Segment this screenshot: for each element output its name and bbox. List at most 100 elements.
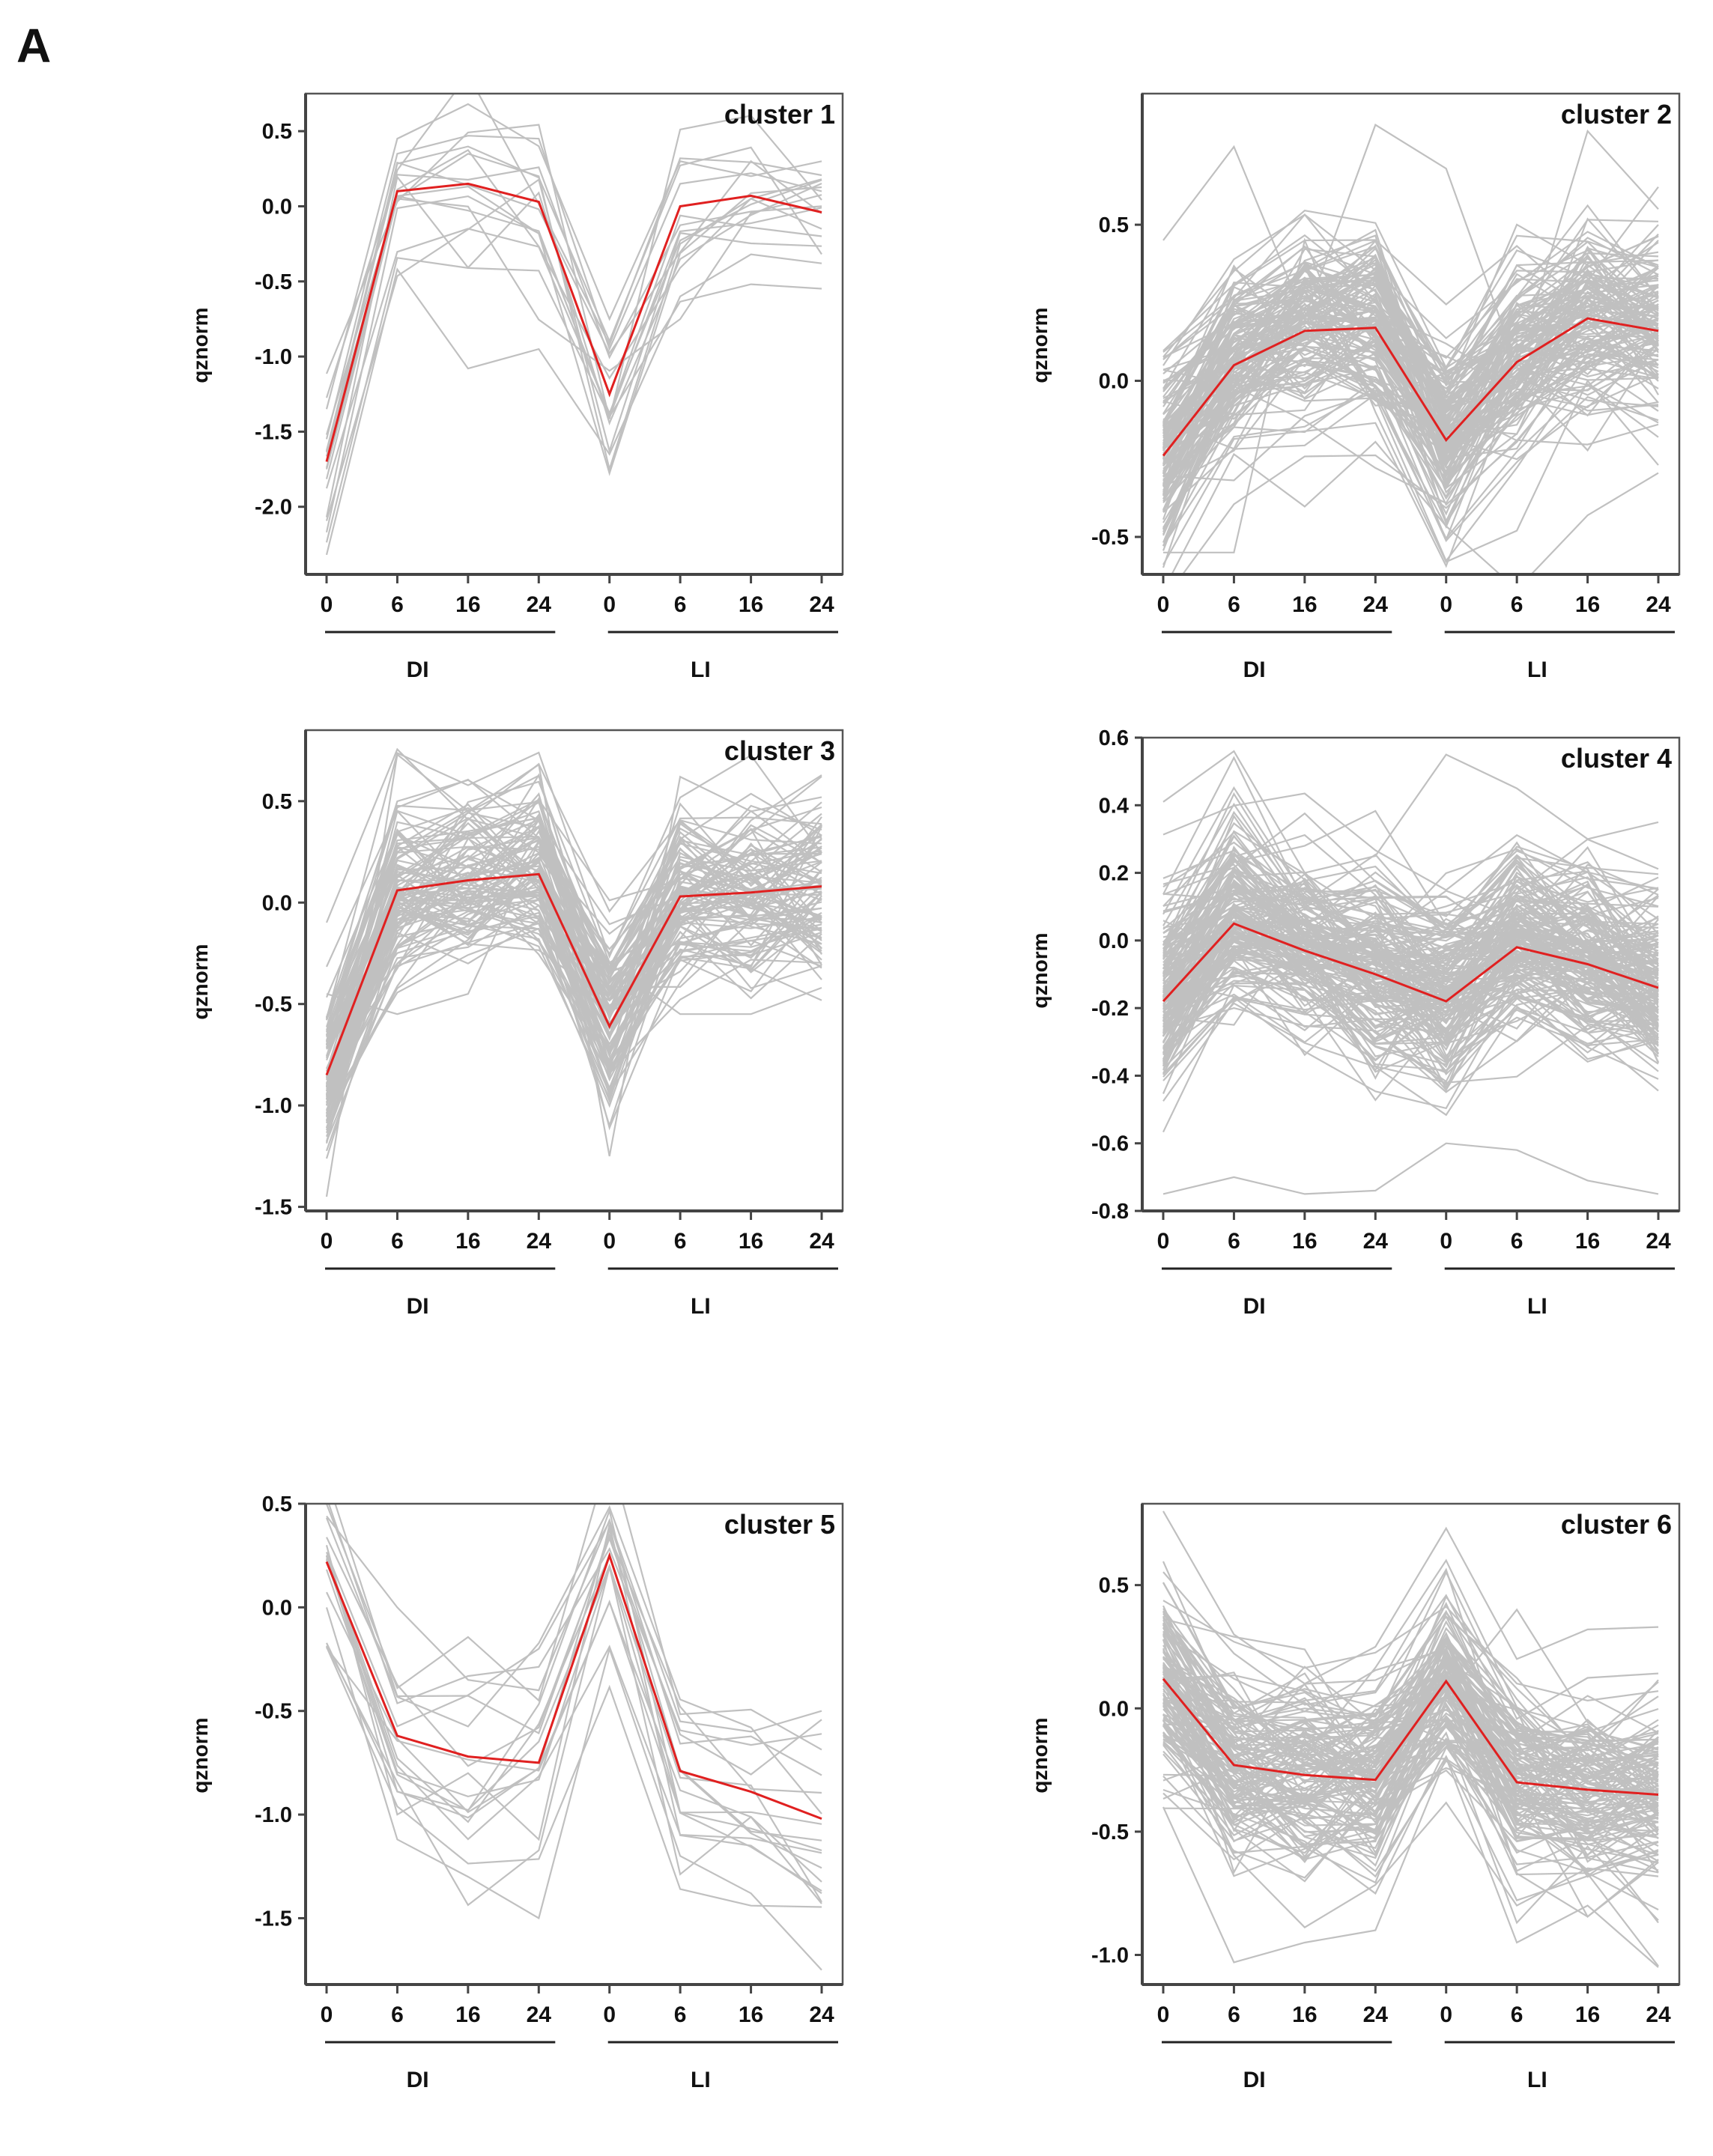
y-tick-label: 0.5 bbox=[262, 790, 292, 814]
y-tick-label: -2.0 bbox=[255, 496, 292, 520]
profile-lines bbox=[325, 747, 822, 1197]
profile-line bbox=[1162, 1650, 1659, 1804]
x-tick-label: 0 bbox=[1440, 592, 1452, 617]
mean-line bbox=[325, 872, 822, 1076]
y-tick-label: 0.5 bbox=[1099, 1574, 1129, 1598]
chart-cluster-3: -1.5 -1.0 -0.5 0.0 0.5 0 6 16 24 0 6 16 24 DI LI cluste… bbox=[189, 729, 844, 1319]
profile-line bbox=[1162, 353, 1659, 482]
group-label: LI bbox=[691, 2068, 711, 2092]
profile-line bbox=[1162, 386, 1659, 547]
profile-line bbox=[325, 166, 822, 398]
profile-line bbox=[1162, 1664, 1659, 1823]
profile-line bbox=[1162, 1704, 1659, 1872]
y-tick-label: -1.5 bbox=[255, 1196, 292, 1220]
profile-line bbox=[1162, 792, 1659, 947]
profile-line bbox=[1162, 245, 1659, 452]
profile-lines bbox=[1162, 124, 1659, 574]
profile-line bbox=[1162, 920, 1659, 1073]
profile-line bbox=[1162, 1142, 1659, 1195]
profile-line bbox=[325, 775, 822, 968]
profile-line bbox=[1162, 865, 1659, 946]
profile-line bbox=[1162, 938, 1659, 1067]
x-tick-label: 0 bbox=[1157, 2002, 1170, 2027]
chart-cluster-6: -1.0 -0.5 0.0 0.5 0 6 16 24 0 6 16 24 DI LI cluster 6 q… bbox=[1028, 1502, 1681, 2092]
profile-line bbox=[1162, 383, 1659, 540]
profile-line bbox=[325, 186, 822, 533]
profile-line bbox=[1162, 255, 1659, 449]
profile-line bbox=[1162, 247, 1659, 536]
y-tick-label: -0.2 bbox=[1091, 997, 1129, 1021]
x-tick-label: 16 bbox=[1575, 1229, 1600, 1254]
y-tick-label: -1.0 bbox=[255, 345, 292, 369]
chart-cluster-2: -0.5 0.0 0.5 0 6 16 24 0 6 16 24 DI LI cluster 2 qznor… bbox=[1028, 92, 1681, 682]
x-tick-label: 6 bbox=[391, 2002, 404, 2027]
x-tick-label: 16 bbox=[1292, 2002, 1317, 2027]
mean-line bbox=[1162, 922, 1659, 1003]
chart-cluster-1: -2.0 -1.5 -1.0 -0.5 0.0 0.5 0 6 16 24 0 6 16 24 DI LI cl… bbox=[189, 92, 844, 682]
profile-line bbox=[1162, 249, 1659, 416]
group-label: LI bbox=[691, 658, 711, 682]
profile-line bbox=[325, 813, 822, 1030]
profile-line bbox=[1162, 1601, 1659, 1762]
profile-line bbox=[1162, 1655, 1659, 1811]
profile-line bbox=[1162, 124, 1659, 368]
profile-line bbox=[325, 1507, 822, 1851]
cluster-title: cluster 4 bbox=[1561, 743, 1672, 774]
profile-line bbox=[1162, 1608, 1659, 1812]
profile-line bbox=[1162, 1636, 1659, 1818]
y-tick-label: -1.0 bbox=[255, 1803, 292, 1827]
x-tick-label: 16 bbox=[1575, 592, 1600, 617]
x-tick-label: 16 bbox=[455, 592, 480, 617]
profile-line bbox=[1162, 294, 1659, 453]
profile-line bbox=[325, 115, 822, 419]
profile-line bbox=[1162, 1674, 1659, 1826]
profile-line bbox=[1162, 357, 1659, 563]
y-axis-label: qznorm bbox=[1028, 932, 1052, 1008]
x-tick-label: 16 bbox=[1292, 1229, 1317, 1254]
profile-line bbox=[1162, 883, 1659, 1012]
profile-line bbox=[325, 818, 822, 1087]
profile-line bbox=[325, 1524, 822, 1895]
profile-line bbox=[1162, 1738, 1659, 1873]
x-tick-label: 0 bbox=[603, 592, 616, 617]
profile-line bbox=[1162, 1689, 1659, 1859]
x-tick-label: 16 bbox=[739, 1229, 763, 1254]
profile-line bbox=[1162, 210, 1659, 369]
y-axis-label: qznorm bbox=[189, 1717, 212, 1793]
profile-line bbox=[325, 1519, 822, 1776]
profile-line bbox=[1162, 884, 1659, 991]
x-tick-label: 6 bbox=[391, 1229, 404, 1254]
y-tick-label: -1.5 bbox=[255, 1907, 292, 1931]
profile-line bbox=[326, 881, 822, 1095]
profile-lines bbox=[1162, 750, 1660, 1195]
profile-line bbox=[1162, 970, 1659, 1072]
x-tick-label: 24 bbox=[1363, 2002, 1389, 2027]
profile-line bbox=[1162, 868, 1659, 1000]
group-label: DI bbox=[1243, 2068, 1266, 2092]
profile-line bbox=[325, 879, 822, 1114]
profile-line bbox=[1162, 968, 1659, 1093]
panel-letter: A bbox=[16, 19, 52, 73]
profile-line bbox=[1162, 1615, 1659, 1762]
profile-line bbox=[1162, 887, 1659, 953]
profile-line bbox=[1162, 903, 1659, 1036]
y-axis-label: qznorm bbox=[1028, 307, 1052, 383]
profile-line bbox=[1162, 1688, 1659, 1797]
y-tick-label: 0.0 bbox=[1099, 929, 1129, 953]
profile-line bbox=[325, 855, 822, 1076]
profile-line bbox=[1162, 264, 1659, 449]
profile-lines bbox=[325, 94, 822, 556]
profile-line bbox=[1162, 264, 1659, 431]
group-label: DI bbox=[1243, 658, 1266, 682]
y-tick-label: 0.6 bbox=[1099, 726, 1129, 750]
profile-line bbox=[326, 839, 822, 1015]
profile-line bbox=[1162, 946, 1659, 1057]
group-label: DI bbox=[407, 2068, 429, 2092]
y-tick-label: 0.5 bbox=[262, 120, 292, 144]
group-label: LI bbox=[1527, 1294, 1547, 1319]
profile-line bbox=[1162, 303, 1659, 467]
profile-line bbox=[1162, 1570, 1659, 1725]
profile-line bbox=[1162, 952, 1659, 1102]
profile-line bbox=[325, 1607, 822, 1971]
profile-line bbox=[1162, 841, 1659, 917]
